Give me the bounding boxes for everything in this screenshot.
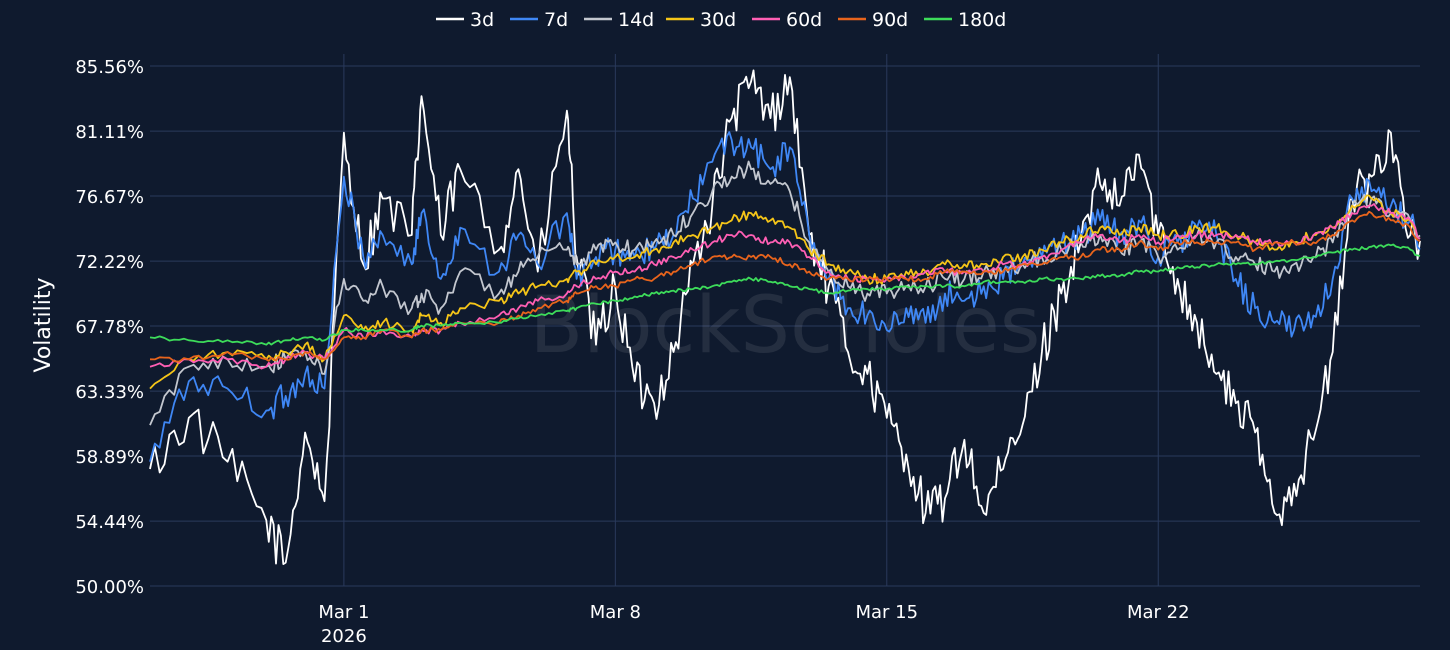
y-tick-label: 81.11% [75, 122, 144, 143]
series-line-3d [149, 69, 1421, 565]
y-tick-label: 72.22% [75, 252, 144, 273]
legend-item-3d: 3d [436, 9, 494, 31]
y-tick-label: 50.00% [75, 577, 144, 598]
legend-item-14d: 14d [584, 9, 654, 31]
watermark: BlockScholes [530, 281, 1041, 371]
legend-item-60d: 60d [752, 9, 822, 31]
y-axis: 85.56% 81.11% 76.67% 72.22% 67.78% 63.33% 58.8… [75, 57, 144, 598]
y-tick-label: 58.89% [75, 447, 144, 468]
legend-label: 180d [958, 9, 1006, 31]
series-lines [149, 69, 1421, 565]
grid [150, 54, 1420, 587]
y-tick-label: 54.44% [75, 512, 144, 533]
legend: 3d 7d 14d 30d 60d 90d 180d [436, 9, 1006, 31]
legend-item-90d: 90d [838, 9, 908, 31]
x-tick-label: Mar 15 [855, 602, 918, 623]
y-axis-label: Volatility [31, 277, 56, 372]
legend-label: 3d [470, 9, 494, 31]
legend-item-30d: 30d [666, 9, 736, 31]
y-tick-label: 76.67% [75, 187, 144, 208]
legend-item-180d: 180d [924, 9, 1006, 31]
legend-label: 90d [872, 9, 908, 31]
legend-label: 30d [700, 9, 736, 31]
y-tick-label: 85.56% [75, 57, 144, 78]
x-axis: Mar 1 2026 Mar 8 Mar 15 Mar 22 [318, 602, 1189, 647]
y-tick-label: 63.33% [75, 382, 144, 403]
series-line-90d [149, 210, 1421, 363]
x-tick-label: Mar 1 [318, 602, 369, 623]
x-tick-sublabel: 2026 [321, 626, 367, 647]
x-tick-label: Mar 8 [590, 602, 641, 623]
y-tick-label: 67.78% [75, 317, 144, 338]
legend-item-7d: 7d [510, 9, 568, 31]
legend-label: 60d [786, 9, 822, 31]
x-tick-label: Mar 22 [1127, 602, 1190, 623]
legend-label: 14d [618, 9, 654, 31]
series-line-180d [149, 243, 1421, 346]
legend-label: 7d [544, 9, 568, 31]
